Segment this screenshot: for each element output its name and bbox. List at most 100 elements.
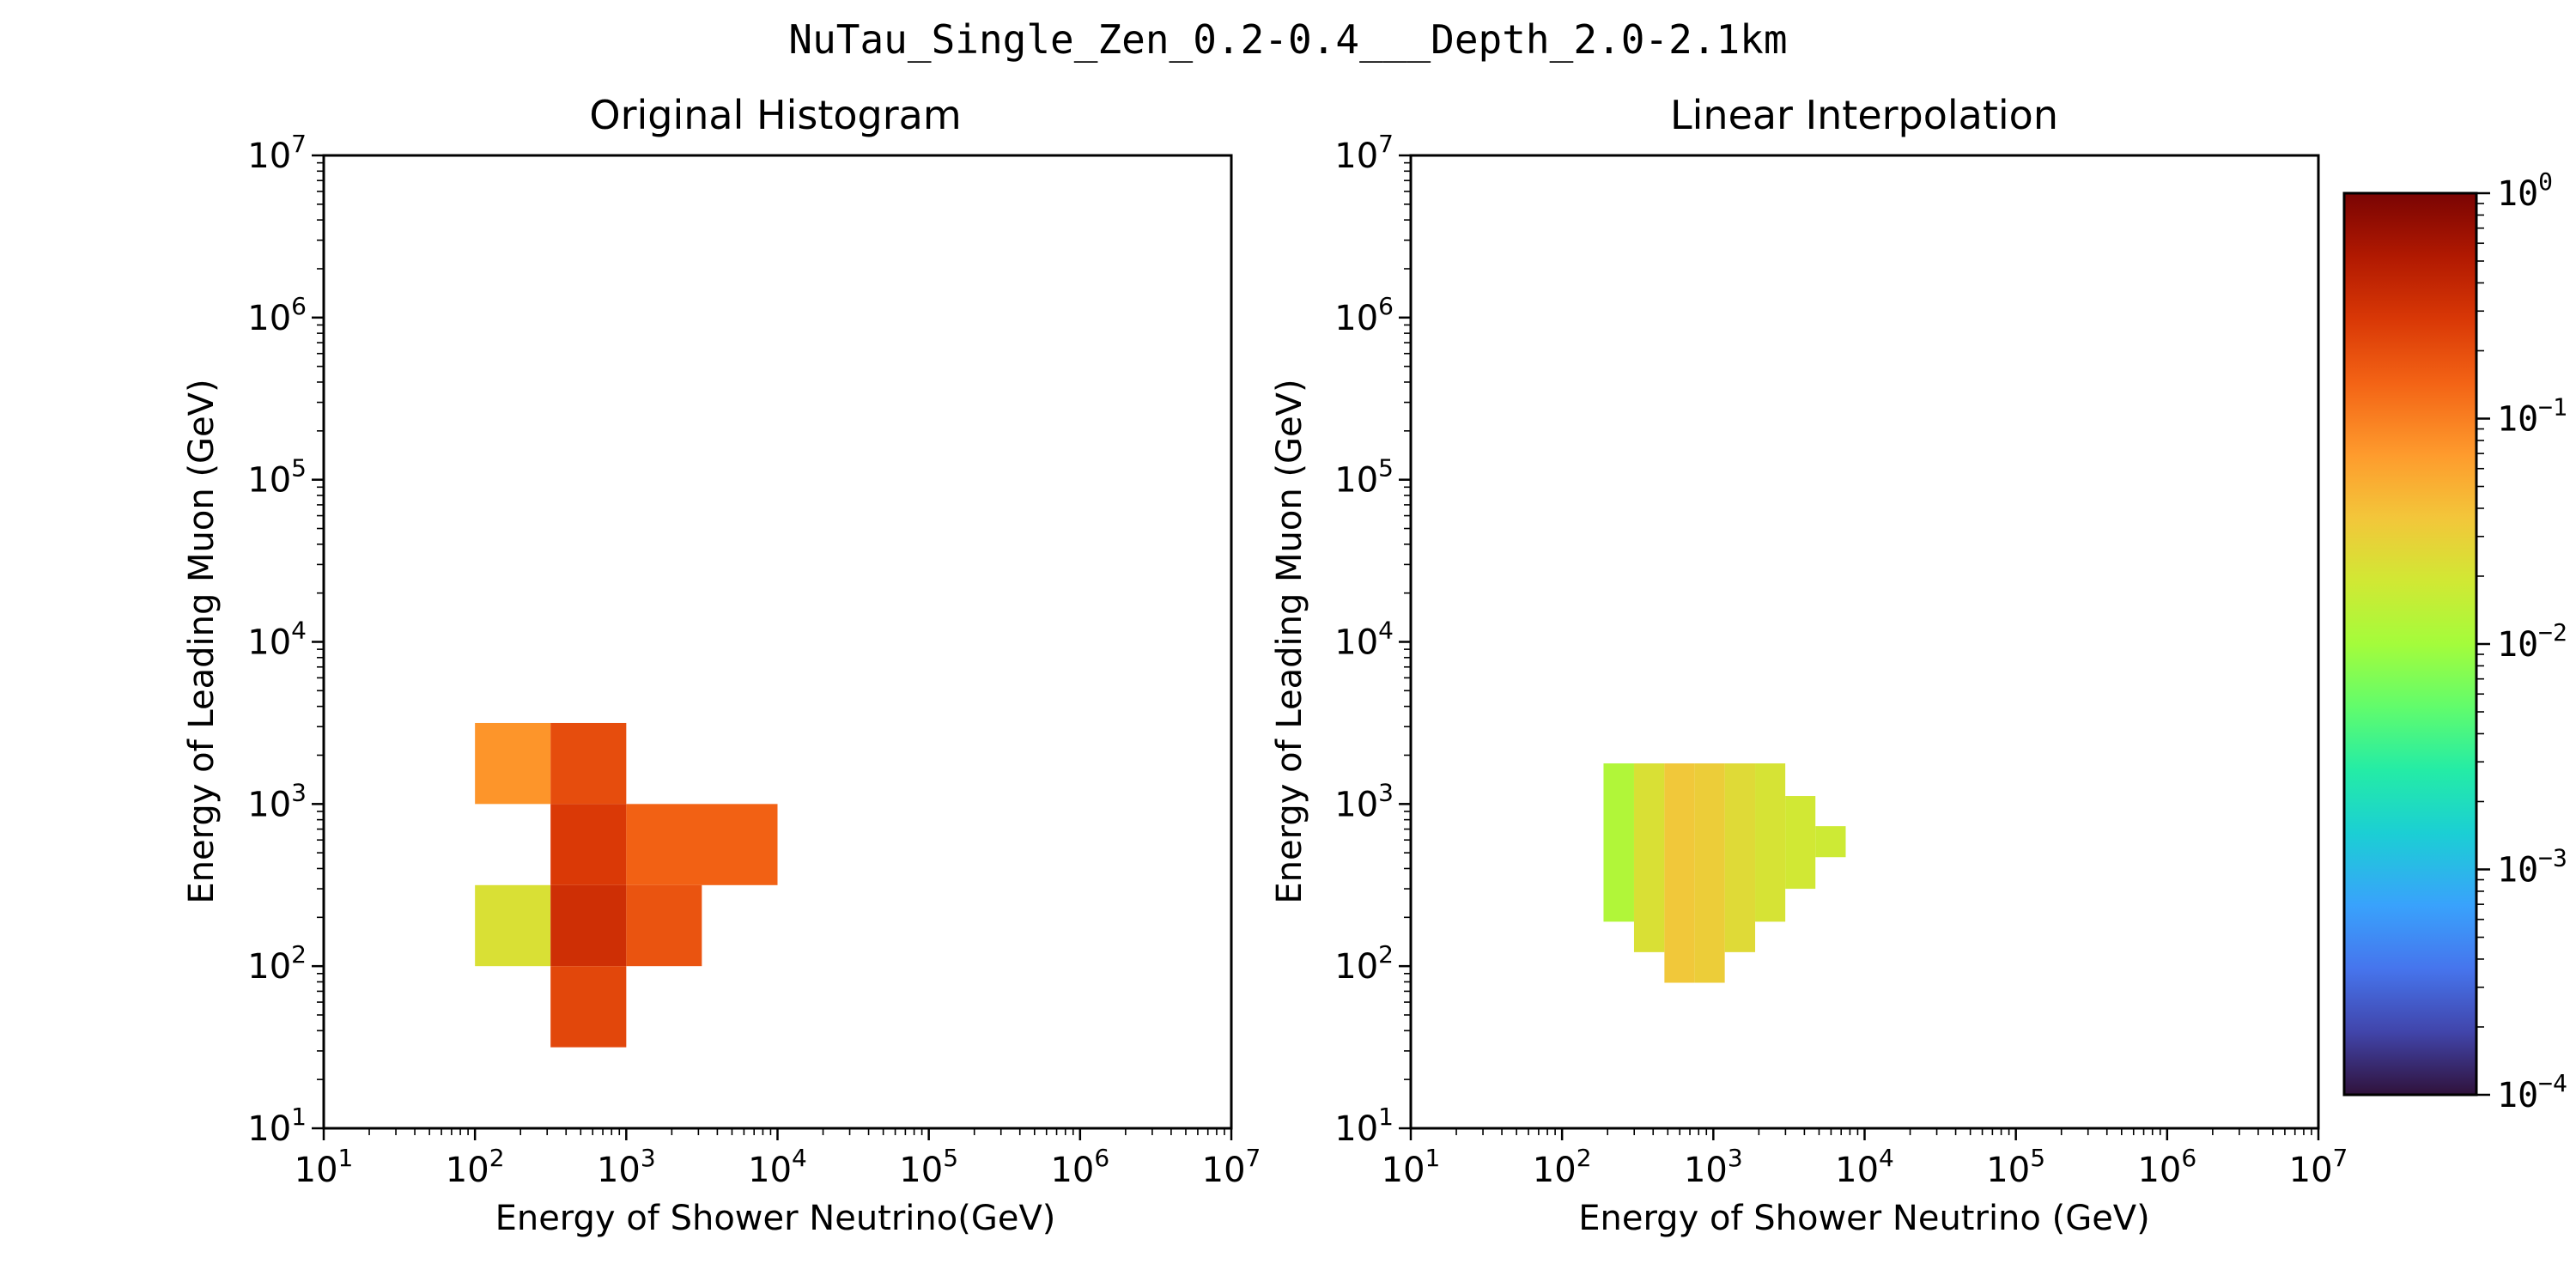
x-tick-exponent: 6 [2181,1144,2196,1172]
x-tick-exponent: 2 [1577,1144,1592,1172]
heatmap-cell-1 [1603,763,1634,922]
y-tick-label: 103 [1334,778,1394,824]
panel-title-interpolation: Linear Interpolation [1670,92,2058,138]
x-tick-base: 10 [446,1151,489,1190]
y-tick-label: 101 [247,1103,307,1149]
x-tick-base: 10 [1835,1151,1879,1190]
heatmap-cell-3 [1664,763,1695,983]
y-tick-label: 106 [247,292,307,338]
y-tick-label: 105 [247,454,307,501]
colorbar-tick-base: 10 [2497,400,2538,440]
x-tick-label: 101 [295,1144,354,1190]
y-tick-exponent: 1 [1378,1103,1394,1131]
x-tick-label: 103 [597,1144,656,1190]
colorbar-tick-label: 100 [2497,167,2553,214]
axes-frame-original [322,154,1233,1130]
panel-title-original: Original Histogram [589,92,961,138]
colorbar-tick-base: 10 [2497,1076,2538,1115]
y-tick-label: 104 [1334,617,1394,663]
x-tick-label: 107 [1202,1144,1261,1190]
x-tick-base: 10 [899,1151,943,1190]
y-tick-base: 10 [247,461,291,501]
y-tick-exponent: 1 [291,1103,307,1131]
y-tick-label: 103 [247,778,307,824]
colorbar-tick-base: 10 [2497,851,2538,890]
x-tick-exponent: 6 [1094,1144,1109,1172]
x-tick-label: 106 [2137,1144,2196,1190]
y-tick-exponent: 2 [291,940,307,969]
x-tick-exponent: 1 [338,1144,354,1172]
y-tick-exponent: 2 [1378,940,1394,969]
x-tick-exponent: 4 [792,1144,807,1172]
x-tick-base: 10 [2289,1151,2333,1190]
y-tick-label: 106 [1334,292,1394,338]
x-tick-exponent: 7 [2333,1144,2348,1172]
y-tick-exponent: 6 [291,292,307,320]
colorbar-tick-base: 10 [2497,174,2538,214]
x-axis-label-original: Energy of Shower Neutrino(GeV) [495,1199,1056,1238]
colorbar-tick-label: 10−3 [2497,844,2567,890]
y-tick-exponent: 5 [1378,454,1394,483]
x-tick-label: 106 [1050,1144,1109,1190]
heatmap-cell-4 [1694,763,1725,983]
y-tick-exponent: 7 [1378,130,1394,158]
y-tick-exponent: 6 [1378,292,1394,320]
y-axis-label-original: Energy of Leading Muon (GeV) [182,379,222,903]
x-tick-exponent: 4 [1879,1144,1894,1172]
x-tick-label: 105 [1986,1144,2045,1190]
y-tick-base: 10 [1334,299,1378,338]
heatmap-cell-3 [550,804,627,885]
x-tick-exponent: 7 [1246,1144,1261,1172]
figure-suptitle: NuTau_Single_Zen_0.2-0.4___Depth_2.0-2.1… [788,16,1787,63]
x-tick-label: 101 [1382,1144,1441,1190]
colorbar-gradient [2342,191,2478,1097]
x-axis-label-interpolation: Energy of Shower Neutrino (GeV) [1578,1199,2150,1238]
x-tick-label: 102 [1533,1144,1592,1190]
x-tick-label: 102 [446,1144,505,1190]
x-tick-base: 10 [1202,1151,1246,1190]
heatmap-cell-5 [475,884,551,967]
x-tick-base: 10 [1986,1151,2030,1190]
colorbar-tick-label: 10−2 [2497,618,2567,665]
y-tick-exponent: 3 [291,778,307,806]
y-tick-exponent: 4 [291,617,307,645]
y-tick-base: 10 [247,1109,291,1149]
y-axis-label-interpolation: Energy of Leading Muon (GeV) [1270,379,1309,903]
x-tick-exponent: 1 [1425,1144,1441,1172]
x-tick-label: 104 [748,1144,807,1190]
colorbar-tick-exponent: −4 [2538,1069,2567,1097]
colorbar-tick-base: 10 [2497,625,2538,665]
colorbar-tick-label: 10−4 [2497,1069,2567,1115]
y-tick-base: 10 [247,299,291,338]
y-tick-base: 10 [247,137,291,176]
x-tick-exponent: 2 [489,1144,505,1172]
y-tick-base: 10 [1334,1109,1378,1149]
y-tick-exponent: 4 [1378,617,1394,645]
y-tick-base: 10 [1334,623,1378,663]
x-tick-exponent: 3 [1728,1144,1743,1172]
y-tick-base: 10 [1334,137,1378,176]
x-tick-label: 107 [2289,1144,2348,1190]
heatmap-cell-5 [1724,763,1756,952]
y-tick-label: 104 [247,617,307,663]
x-tick-base: 10 [1533,1151,1577,1190]
x-tick-base: 10 [1050,1151,1094,1190]
x-tick-label: 103 [1684,1144,1743,1190]
x-tick-exponent: 5 [943,1144,958,1172]
colorbar-tick-exponent: −2 [2538,618,2567,647]
y-tick-label: 102 [1334,940,1394,987]
x-tick-base: 10 [1382,1151,1425,1190]
x-tick-base: 10 [295,1151,338,1190]
y-tick-label: 101 [1334,1103,1394,1149]
x-tick-exponent: 3 [641,1144,656,1172]
x-tick-label: 105 [899,1144,958,1190]
y-tick-label: 102 [247,940,307,987]
heatmap-cell-7 [1785,796,1816,890]
y-tick-base: 10 [1334,785,1378,824]
x-tick-base: 10 [1684,1151,1728,1190]
x-tick-label: 104 [1835,1144,1894,1190]
heatmap-cell-2 [1633,763,1665,952]
y-tick-base: 10 [247,947,291,987]
